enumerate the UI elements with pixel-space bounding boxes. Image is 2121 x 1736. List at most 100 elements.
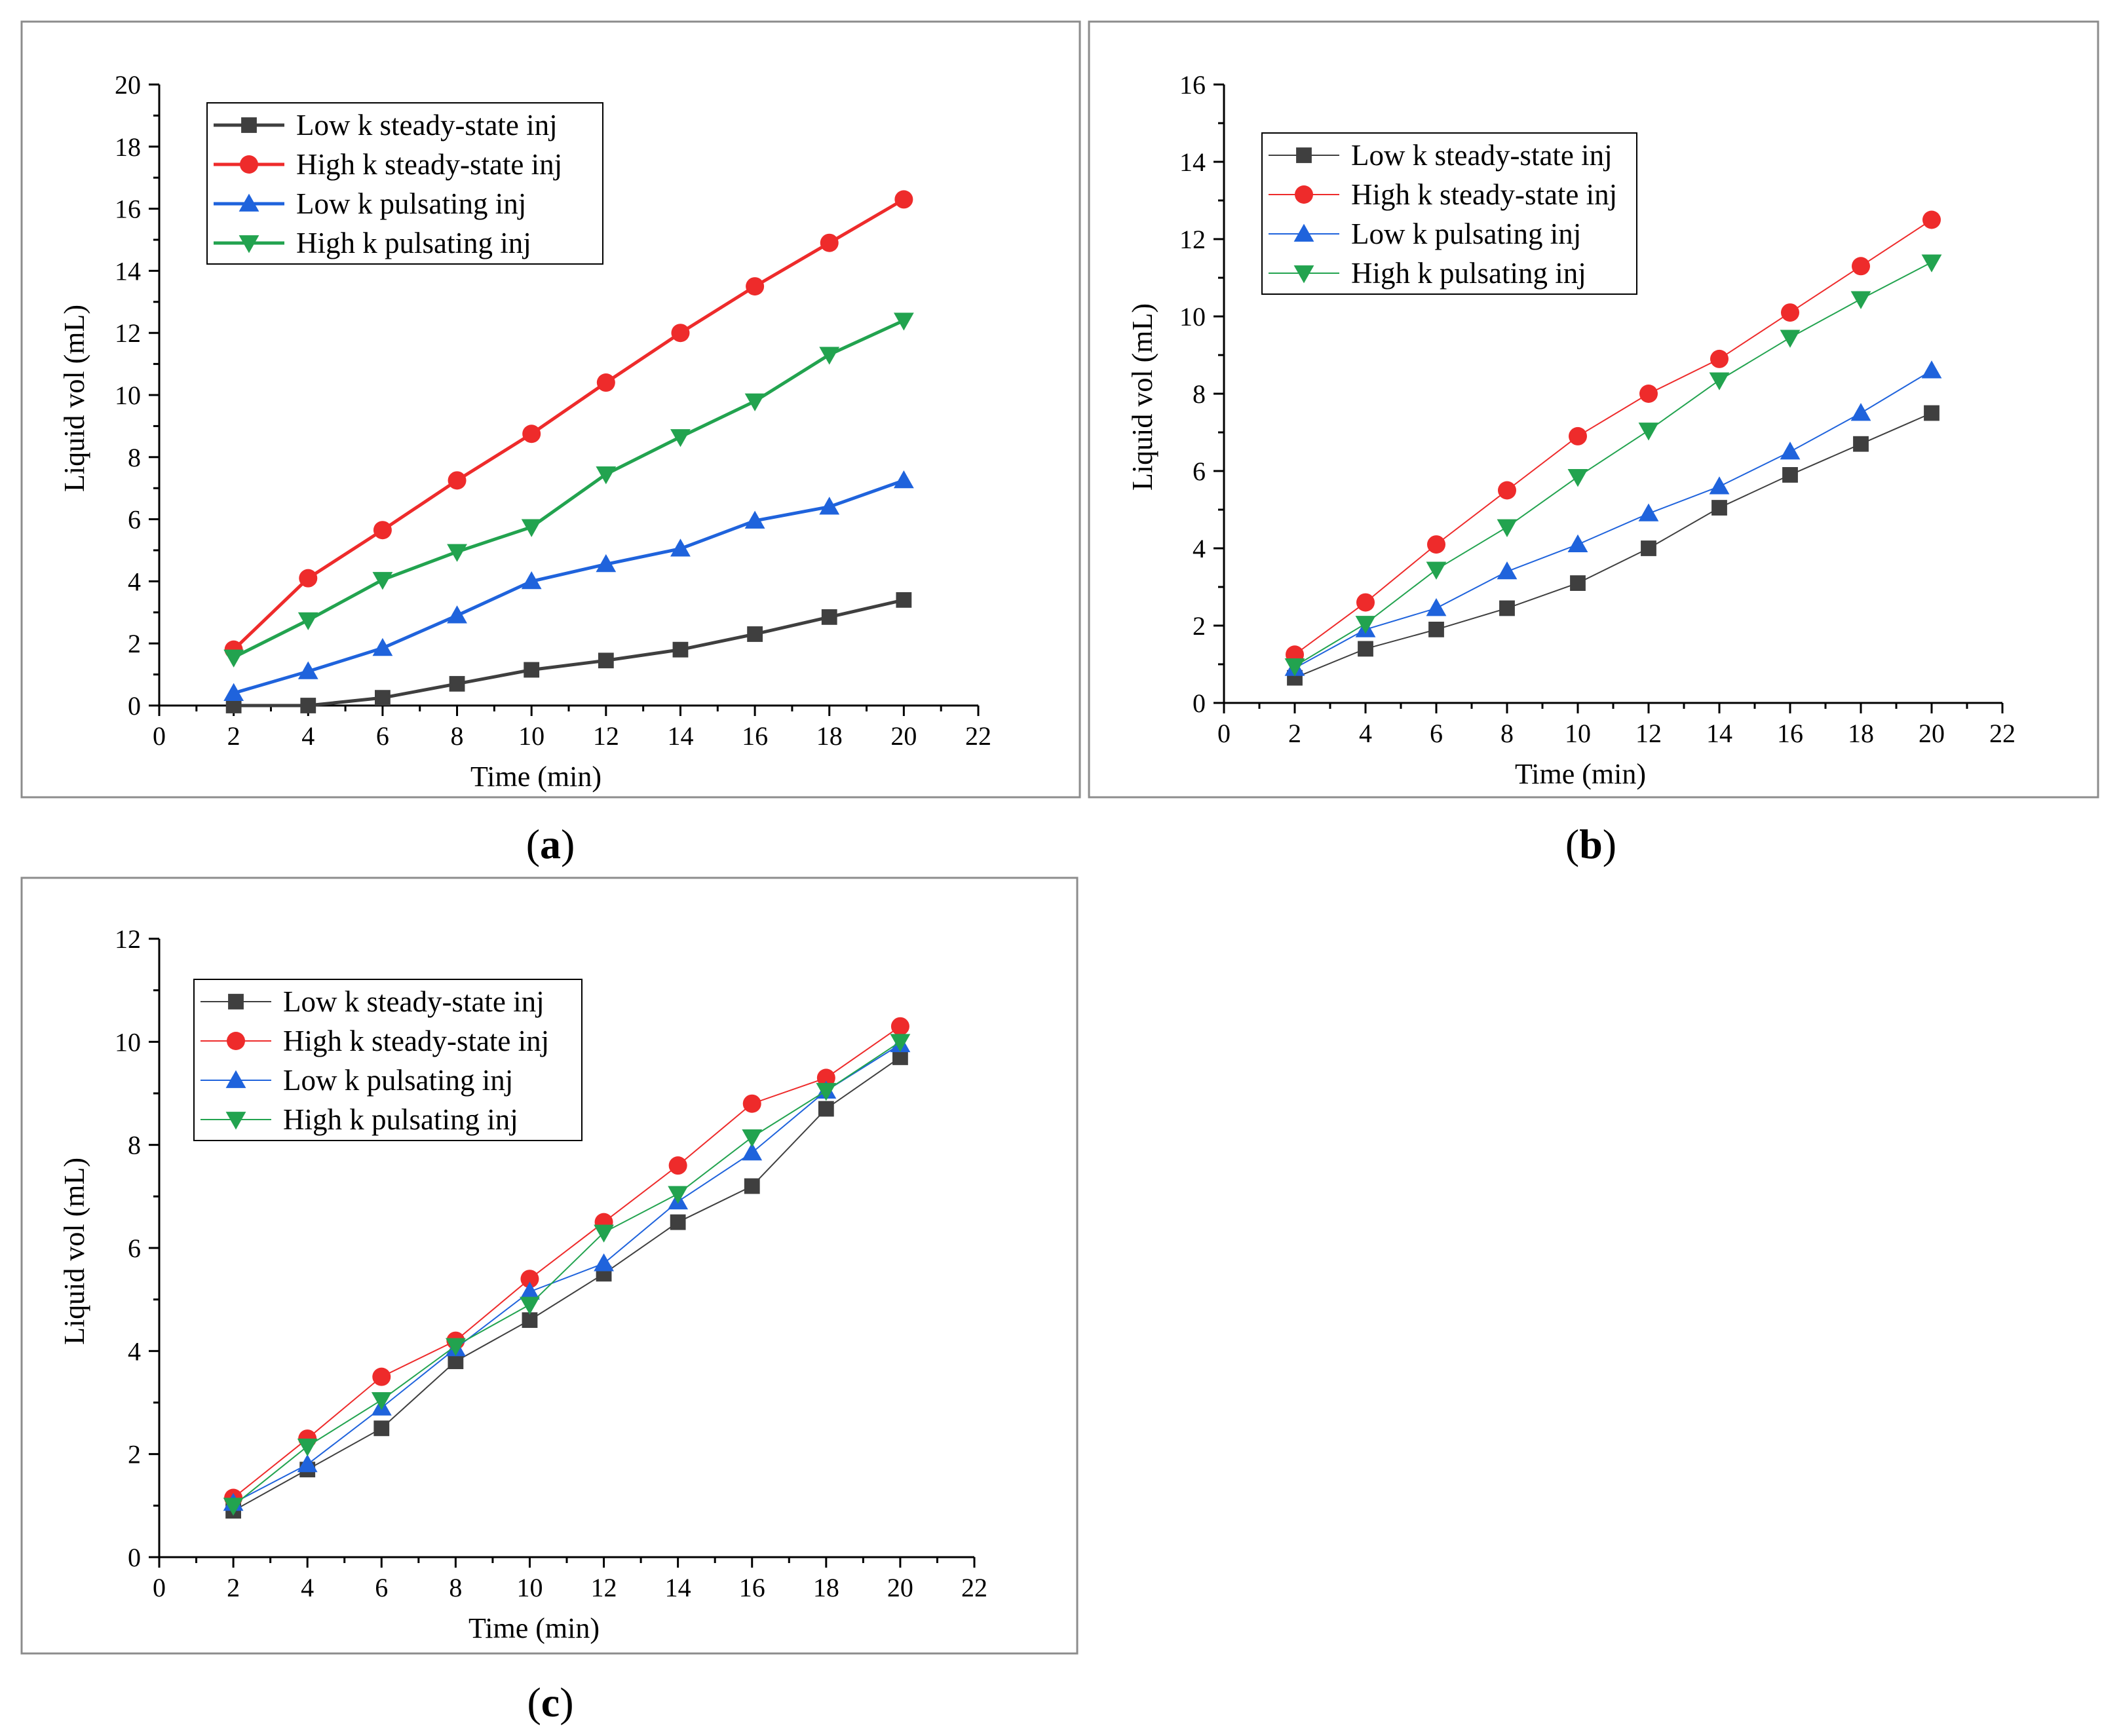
x-tick-label: 18 — [813, 1573, 839, 1602]
data-point — [744, 393, 765, 411]
chart-panel-c: 0 2 4 6 8 10 12 14 16 18 20 22 0 2 4 6 8 10 12 Time (min) Li… — [58, 924, 987, 1644]
x-tick-label: 12 — [591, 1573, 617, 1602]
data-point — [372, 572, 393, 590]
y-tick-label: 2 — [1193, 611, 1206, 641]
y-tick-label: 2 — [128, 629, 141, 658]
data-point — [1638, 503, 1659, 521]
x-axis-label: Time (min) — [470, 761, 602, 793]
legend: Low k steady-state inj High k steady-stat… — [206, 102, 603, 265]
data-point — [594, 1224, 614, 1243]
legend-marker — [228, 994, 244, 1010]
data-point — [1780, 442, 1801, 460]
data-point — [893, 312, 914, 331]
data-point — [819, 497, 840, 515]
x-tick-label: 18 — [1848, 719, 1874, 748]
x-axis-label: Time (min) — [1515, 758, 1646, 790]
data-point — [520, 1270, 539, 1289]
y-tick-label: 4 — [1193, 534, 1206, 563]
data-point — [1499, 600, 1515, 616]
data-point — [1639, 385, 1658, 403]
data-point — [524, 662, 540, 678]
x-tick-label: 16 — [739, 1573, 765, 1602]
legend-entry: Low k pulsating inj — [283, 1064, 513, 1097]
legend-entry: Low k pulsating inj — [296, 187, 526, 220]
data-point — [1567, 534, 1588, 552]
y-tick-label: 14 — [115, 256, 141, 286]
data-point — [1850, 403, 1871, 421]
x-tick-label: 14 — [665, 1573, 691, 1602]
legend-marker — [1296, 147, 1312, 163]
series-line — [233, 1057, 901, 1512]
x-tick-label: 20 — [887, 1573, 913, 1602]
y-axis-label: Liquid vol (mL) — [1126, 303, 1158, 491]
legend-entry: High k steady-state inj — [1351, 178, 1617, 211]
data-point — [373, 521, 392, 540]
data-point — [1924, 405, 1939, 421]
data-point — [742, 1094, 761, 1113]
data-point — [670, 538, 691, 557]
data-point — [297, 1454, 318, 1473]
data-point — [1570, 575, 1586, 591]
data-point — [297, 1438, 318, 1457]
legend-entry: High k pulsating inj — [296, 227, 531, 259]
data-point — [744, 510, 765, 529]
series-line — [1294, 261, 1932, 667]
y-tick-label: 0 — [128, 691, 141, 721]
legend-box — [193, 979, 583, 1141]
data-point — [668, 1186, 689, 1204]
series-line — [232, 198, 905, 651]
data-point — [1284, 658, 1305, 677]
data-point — [223, 649, 244, 668]
x-tick-label: 2 — [227, 721, 240, 751]
x-tick-label: 12 — [593, 721, 619, 751]
legend-marker — [240, 155, 258, 174]
x-tick-label: 8 — [451, 721, 464, 751]
data-point — [890, 1034, 911, 1052]
data-point — [746, 277, 765, 296]
data-point — [447, 605, 467, 624]
data-point — [448, 1353, 464, 1369]
data-point — [671, 324, 690, 343]
series-line — [1294, 412, 1932, 679]
data-point — [1355, 616, 1376, 634]
y-tick-label: 0 — [128, 1543, 141, 1572]
data-point — [670, 429, 691, 447]
data-point — [1569, 426, 1587, 445]
y-tick-label: 6 — [128, 1234, 141, 1263]
data-point — [1782, 467, 1798, 483]
legend-marker — [1293, 223, 1314, 242]
data-point — [820, 233, 839, 252]
y-tick-label: 10 — [1179, 302, 1206, 331]
y-axis-label: Liquid vol (mL) — [58, 305, 90, 492]
x-tick-label: 2 — [1288, 719, 1301, 748]
x-tick-label: 14 — [667, 721, 693, 751]
data-point — [300, 698, 316, 713]
x-axis-label: Time (min) — [468, 1612, 600, 1644]
legend-entry: Low k steady-state inj — [283, 985, 545, 1018]
legend-entry: Low k pulsating inj — [1351, 217, 1581, 250]
x-tick-label: 16 — [1777, 719, 1803, 748]
data-point — [522, 1312, 538, 1329]
legend-entry: Low k steady-state inj — [1351, 139, 1613, 172]
data-point — [893, 470, 914, 489]
data-point — [1356, 593, 1375, 612]
data-point — [1921, 254, 1942, 273]
panel-b-frame — [1088, 20, 2099, 799]
series-line — [233, 1025, 901, 1499]
series-line — [233, 318, 905, 659]
legend-marker — [227, 1032, 245, 1050]
data-point — [668, 1156, 687, 1175]
data-point — [1781, 303, 1799, 322]
legend-entry: High k pulsating inj — [1351, 257, 1586, 290]
legend-entry: High k steady-state inj — [296, 148, 562, 181]
x-tick-label: 0 — [153, 1573, 166, 1602]
legend-marker — [1293, 265, 1314, 284]
data-point — [1497, 561, 1518, 580]
x-tick-label: 6 — [376, 721, 389, 751]
x-tick-label: 10 — [1565, 719, 1591, 748]
data-point — [1426, 561, 1447, 580]
series-line — [1294, 219, 1932, 656]
x-tick-label: 12 — [1635, 719, 1662, 748]
x-tick-label: 6 — [375, 1573, 388, 1602]
